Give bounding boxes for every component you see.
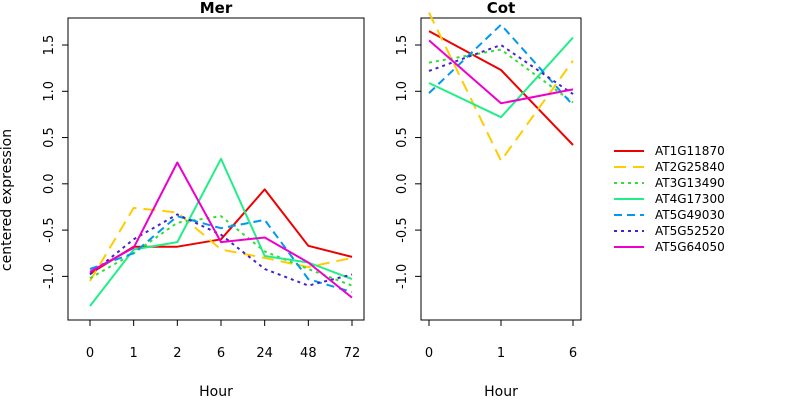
y-tick-label-mer-4: 1.0 xyxy=(42,81,57,102)
x-axis-label-mer: Hour xyxy=(199,384,233,400)
legend-label-at5g64050: AT5G64050 xyxy=(655,240,725,254)
x-tick-label-cot-0: 0 xyxy=(425,346,433,361)
y-tick-label-cot-1: -0.5 xyxy=(395,217,410,242)
series-line-cot-at5g64050 xyxy=(428,39,574,105)
series-line-mer-at5g52520 xyxy=(89,213,353,287)
lines-mer xyxy=(89,157,353,307)
series-line-cot-at4g17300 xyxy=(428,36,574,119)
x-tick-label-mer-5: 48 xyxy=(300,346,317,361)
legend: AT1G11870 AT2G25840 AT3G13490 AT4G17300 AT5G… xyxy=(614,144,725,254)
x-tick-label-mer-3: 6 xyxy=(217,346,225,361)
x-tick-label-cot-1: 1 xyxy=(497,346,505,361)
legend-label-at3g13490: AT3G13490 xyxy=(655,176,725,190)
plot-frame-cot xyxy=(420,17,582,321)
series-line-mer-at1g11870 xyxy=(89,188,353,275)
series-line-mer-at5g49030 xyxy=(89,215,353,294)
legend-label-at5g49030: AT5G49030 xyxy=(655,208,725,222)
series-line-mer-at2g25840 xyxy=(89,206,353,282)
series-line-mer-at5g64050 xyxy=(89,161,353,299)
x-tick-label-mer-0: 0 xyxy=(86,346,94,361)
x-tick-label-mer-1: 1 xyxy=(130,346,138,361)
y-tick-label-cot-2: 0.0 xyxy=(395,173,410,194)
y-tick-label-cot-0: -1.0 xyxy=(395,264,410,289)
y-tick-label-cot-4: 1.0 xyxy=(395,81,410,102)
legend-label-at4g17300: AT4G17300 xyxy=(655,192,725,206)
ticks-cot: -1.0 -0.5 0.0 0.5 1.0 1.5 0 1 6 xyxy=(395,35,577,361)
y-axis-label: centered expression xyxy=(0,129,15,271)
y-tick-label-mer-0: -1.0 xyxy=(42,264,57,289)
y-tick-label-cot-5: 1.5 xyxy=(395,35,410,56)
panel-mer: Mer Hour -1.0 -0.5 0.0 0.5 1.0 1.5 0 1 2 6 24 48 72 xyxy=(42,0,365,400)
y-tick-label-mer-3: 0.5 xyxy=(42,127,57,148)
y-tick-label-mer-1: -0.5 xyxy=(42,217,57,242)
panel-title-mer: Mer xyxy=(200,0,233,17)
y-tick-label-mer-5: 1.5 xyxy=(42,35,57,56)
legend-label-at2g25840: AT2G25840 xyxy=(655,160,725,174)
panel-cot: Cot Hour -1.0 -0.5 0.0 0.5 1.0 1.5 0 1 6 xyxy=(395,0,582,400)
x-axis-label-cot: Hour xyxy=(484,384,518,400)
y-tick-label-mer-2: 0.0 xyxy=(42,173,57,194)
plot-frame-mer xyxy=(67,17,365,321)
panel-title-cot: Cot xyxy=(487,0,515,17)
y-tick-label-cot-3: 0.5 xyxy=(395,127,410,148)
series-line-cot-at5g52520 xyxy=(428,44,574,95)
lines-cot xyxy=(428,12,574,162)
x-tick-label-mer-6: 72 xyxy=(344,346,361,361)
legend-label-at1g11870: AT1G11870 xyxy=(655,144,725,158)
legend-label-at5g52520: AT5G52520 xyxy=(655,224,725,238)
series-line-cot-at1g11870 xyxy=(428,30,574,146)
x-tick-label-cot-2: 6 xyxy=(569,346,577,361)
x-tick-label-mer-2: 2 xyxy=(173,346,181,361)
x-tick-label-mer-4: 24 xyxy=(256,346,273,361)
ticks-mer: -1.0 -0.5 0.0 0.5 1.0 1.5 0 1 2 6 24 48 72 xyxy=(42,35,360,361)
